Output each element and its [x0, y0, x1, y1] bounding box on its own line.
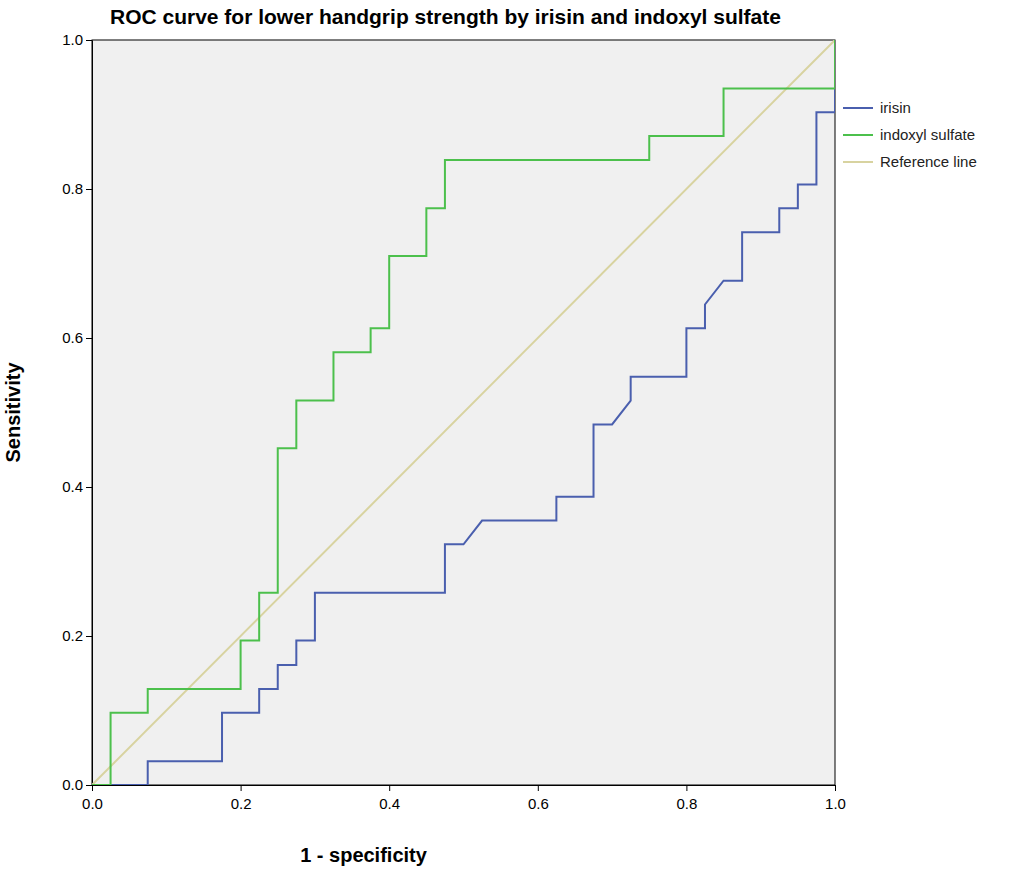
x-axis-title: 1 - specificity — [300, 844, 428, 866]
legend-swatch — [843, 161, 873, 163]
y-tick: 0.8 — [62, 180, 92, 197]
legend-label: irisin — [880, 99, 911, 116]
x-tick-mark — [389, 785, 390, 791]
x-tick-mark — [538, 785, 539, 791]
x-tick-label: 1.0 — [825, 795, 846, 812]
x-tick-label: 0.6 — [528, 795, 549, 812]
y-tick-mark — [86, 40, 92, 41]
y-tick: 1.0 — [62, 31, 92, 48]
x-tick: 0.4 — [379, 785, 400, 812]
x-tick-label: 0.4 — [379, 795, 400, 812]
x-tick-label: 0.2 — [231, 795, 252, 812]
y-tick: 0.2 — [62, 627, 92, 644]
x-tick-label: 0.8 — [676, 795, 697, 812]
y-tick-mark — [86, 189, 92, 190]
x-tick-label: 0.0 — [82, 795, 103, 812]
x-tick: 0.6 — [528, 785, 549, 812]
series-line — [92, 40, 835, 785]
legend: irisin indoxyl sulfate Reference line — [843, 99, 977, 170]
y-tick: 0.6 — [62, 329, 92, 346]
y-tick: 0.0 — [62, 776, 92, 793]
x-tick: 0.2 — [231, 785, 252, 812]
x-axis: 0.0 0.2 0.4 0.6 0.8 1.0 — [82, 785, 846, 812]
legend-swatch — [843, 107, 873, 109]
y-tick: 0.4 — [62, 478, 92, 495]
y-tick-label: 0.6 — [62, 329, 83, 346]
x-tick: 1.0 — [825, 785, 846, 812]
x-tick: 0.0 — [82, 785, 103, 812]
series-group — [92, 40, 835, 785]
legend-swatch — [843, 134, 873, 136]
y-tick-label: 0.8 — [62, 180, 83, 197]
y-tick-mark — [86, 338, 92, 339]
x-tick-mark — [835, 785, 836, 791]
y-tick-mark — [86, 487, 92, 488]
y-axis: 0.0 0.2 0.4 0.6 0.8 1.0 — [62, 31, 92, 793]
series-line — [92, 40, 835, 785]
chart-title: ROC curve for lower handgrip strength by… — [110, 5, 781, 28]
chart: 0.0 0.2 0.4 0.6 0.8 1.0 0.0 0.2 0.4 0.6 0.8 1.0 ROC … — [0, 0, 1020, 875]
y-tick-label: 0.2 — [62, 627, 83, 644]
y-tick-label: 1.0 — [62, 31, 83, 48]
y-axis-title: Sensitivity — [2, 362, 24, 463]
x-axis-line — [93, 785, 836, 786]
y-tick-label: 0.0 — [62, 776, 83, 793]
x-tick-mark — [241, 785, 242, 791]
x-tick: 0.8 — [676, 785, 697, 812]
y-tick-mark — [86, 785, 92, 786]
y-axis-line — [92, 41, 93, 786]
legend-label: Reference line — [880, 153, 977, 170]
y-tick-mark — [86, 636, 92, 637]
x-tick-mark — [92, 785, 93, 791]
y-tick-label: 0.4 — [62, 478, 83, 495]
plot-background — [92, 40, 835, 785]
legend-label: indoxyl sulfate — [880, 126, 975, 143]
series-line — [92, 40, 835, 785]
x-tick-mark — [686, 785, 687, 791]
